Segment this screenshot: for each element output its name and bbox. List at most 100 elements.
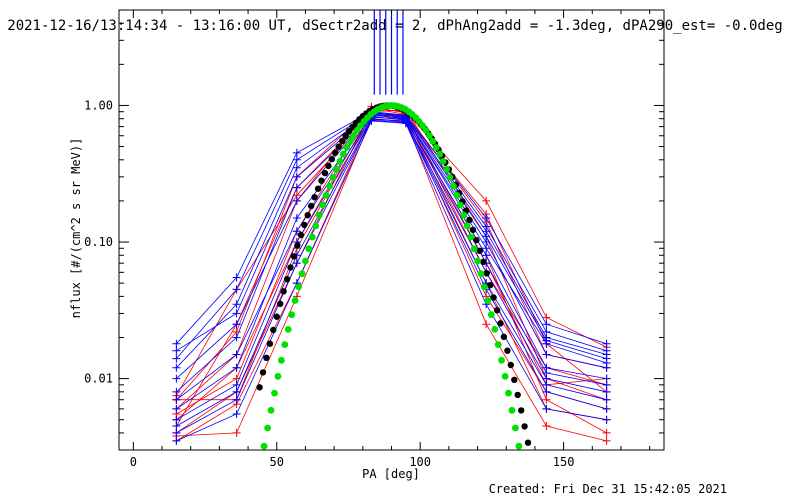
green-fit-point-52 — [439, 158, 447, 165]
red-point-0-5 — [482, 196, 491, 205]
chart-title: 2021-12-16/13:14:34 - 13:16:00 UT, dSect… — [7, 18, 782, 34]
blue-point-11-6 — [542, 336, 551, 345]
black-fit-point-12 — [297, 231, 305, 239]
blue-series-line-0 — [176, 111, 607, 345]
blue-point-5-2 — [292, 259, 301, 268]
blue-point-8-7 — [602, 346, 611, 355]
red-series-line-9 — [176, 108, 607, 415]
green-fit-point-10 — [295, 283, 302, 291]
black-fit-point-25 — [342, 132, 349, 140]
green-fit-point-14 — [308, 233, 316, 241]
green-fit-point-2 — [267, 406, 275, 414]
green-fit-point-49 — [429, 137, 437, 145]
green-fit-point-46 — [419, 122, 426, 129]
black-fit-point-23 — [335, 143, 342, 150]
blue-point-11-7 — [602, 354, 611, 363]
green-fit-point-4 — [274, 373, 282, 380]
black-fit-point-71 — [500, 333, 508, 340]
black-fit-point-1 — [259, 369, 267, 376]
green-fit-point-68 — [494, 341, 502, 348]
blue-point-0-5 — [482, 213, 491, 222]
green-fit-point-25 — [346, 137, 354, 145]
black-fit-point-24 — [339, 137, 346, 145]
black-fit-point-11 — [294, 242, 301, 249]
blue-point-10-7 — [602, 395, 611, 404]
green-fit-point-9 — [291, 297, 299, 304]
green-fit-point-3 — [271, 389, 278, 397]
green-fit-point-53 — [443, 165, 450, 173]
black-fit-point-78 — [524, 439, 532, 446]
green-fit-point-0 — [260, 442, 268, 450]
green-fit-point-11 — [298, 270, 306, 278]
green-fit-point-21 — [333, 165, 340, 173]
green-fit-point-62 — [474, 257, 481, 265]
y-tick-label-1: 0.10 — [84, 235, 113, 249]
blue-point-7-1 — [232, 320, 241, 329]
blue-point-11-5 — [482, 232, 491, 241]
blue-point-4-7 — [602, 387, 611, 396]
blue-point-6-1 — [232, 410, 241, 419]
blue-point-2-1 — [232, 333, 241, 342]
green-fit-point-58 — [460, 211, 468, 219]
blue-series-line-2 — [176, 114, 607, 393]
red-series-line-3 — [176, 109, 607, 434]
black-fit-point-16 — [311, 194, 318, 201]
green-fit-point-70 — [501, 373, 509, 380]
green-fit-point-59 — [463, 222, 471, 230]
x-tick-label-2: 100 — [409, 455, 431, 469]
black-fit-point-68 — [490, 294, 497, 301]
blue-point-0-7 — [602, 339, 611, 348]
data-layer — [172, 10, 611, 450]
blue-point-10-1 — [232, 387, 241, 396]
blue-point-0-1 — [232, 273, 241, 282]
blue-point-8-1 — [232, 285, 241, 294]
blue-point-6-6 — [542, 404, 551, 413]
blue-point-5-0 — [172, 428, 181, 437]
x-tick-label-1: 50 — [270, 455, 284, 469]
blue-series-line-1 — [176, 112, 607, 369]
black-fit-point-21 — [328, 155, 335, 163]
black-fit-point-63 — [473, 236, 480, 244]
blue-point-10-6 — [542, 380, 551, 389]
black-fit-point-77 — [521, 423, 528, 430]
green-fit-point-55 — [450, 182, 457, 190]
green-fit-point-6 — [281, 341, 289, 348]
green-fit-point-24 — [343, 144, 351, 151]
blue-point-1-0 — [172, 363, 181, 372]
green-fit-point-16 — [315, 211, 323, 219]
blue-point-8-2 — [292, 155, 301, 164]
green-fit-point-69 — [498, 356, 505, 364]
green-fit-point-66 — [487, 311, 495, 319]
blue-point-2-0 — [172, 387, 181, 396]
green-fit-point-54 — [446, 174, 454, 181]
blue-series-line-9 — [176, 116, 607, 401]
red-point-3-7 — [602, 428, 611, 437]
blue-point-5-7 — [602, 404, 611, 413]
blue-point-5-1 — [232, 395, 241, 404]
blue-point-1-1 — [232, 300, 241, 309]
green-fit-point-74 — [515, 442, 523, 450]
green-fit-point-19 — [326, 182, 333, 190]
blue-point-3-1 — [232, 363, 241, 372]
black-fit-point-73 — [507, 361, 514, 369]
red-point-7-7 — [602, 436, 611, 445]
blue-point-11-2 — [292, 172, 301, 181]
blue-point-2-2 — [292, 183, 301, 192]
green-fit-point-72 — [508, 406, 516, 414]
blue-point-0-2 — [292, 148, 301, 157]
blue-series-line-11 — [176, 113, 607, 359]
green-fit-point-26 — [350, 132, 357, 140]
black-fit-point-4 — [270, 326, 277, 334]
black-fit-point-61 — [466, 216, 473, 224]
blue-series-line-7 — [176, 113, 607, 379]
blue-point-0-0 — [172, 339, 181, 348]
blue-point-7-2 — [292, 196, 301, 205]
series-group — [172, 10, 611, 450]
green-fit-point-23 — [339, 150, 347, 158]
green-fit-point-47 — [422, 126, 430, 134]
green-fit-point-13 — [305, 245, 313, 253]
y-tick-label-0: 0.01 — [84, 372, 113, 386]
axes-layer: 0 50 100 150 0.01 0.10 1.00 — [84, 9, 664, 469]
green-fit-point-18 — [322, 191, 330, 199]
